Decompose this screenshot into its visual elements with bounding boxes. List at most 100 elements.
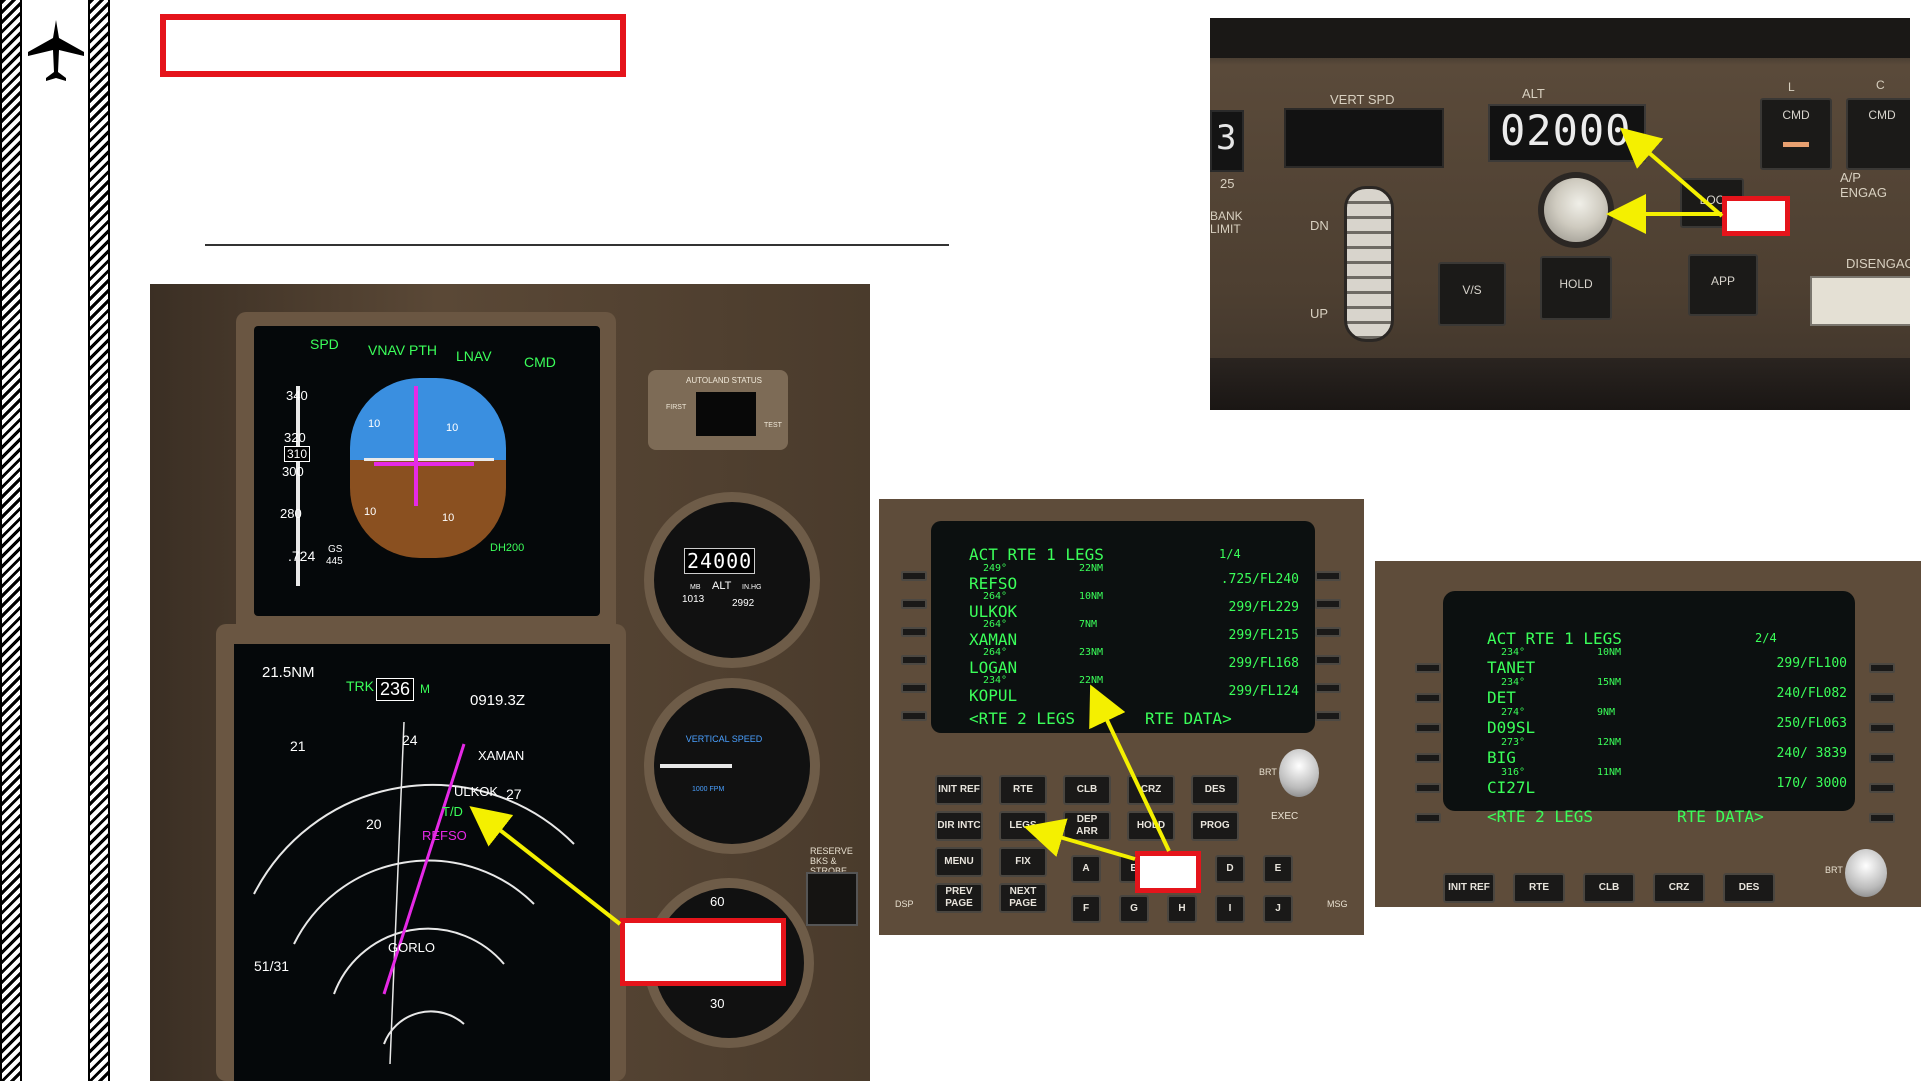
ap-disengage-bar[interactable]: [1810, 276, 1910, 326]
lsk-right-5[interactable]: [1315, 683, 1341, 693]
cdu-key[interactable]: RTE: [999, 775, 1047, 805]
cdu-key[interactable]: H: [1167, 895, 1197, 923]
cdu-leg-waypoint[interactable]: TANET: [1487, 658, 1536, 677]
lsk-right-3[interactable]: [1315, 627, 1341, 637]
lsk-left-2[interactable]: [901, 599, 927, 609]
cdu-key[interactable]: DES: [1723, 873, 1775, 903]
lsk-right-4[interactable]: [1869, 753, 1895, 763]
cdu2-page: 2/4: [1755, 631, 1777, 645]
lsk-left-5[interactable]: [901, 683, 927, 693]
cdu-key[interactable]: CLB: [1063, 775, 1111, 805]
cdu-leg-constraint[interactable]: 240/ 3839: [1776, 746, 1847, 761]
autoland-display: [696, 392, 756, 436]
cdu-leg-waypoint[interactable]: REFSO: [969, 574, 1018, 593]
nd-wpt-td: T/D: [442, 804, 463, 819]
cdu-key[interactable]: DES: [1191, 775, 1239, 805]
cdu-leg-waypoint[interactable]: ULKOK: [969, 602, 1018, 621]
reserve-switch[interactable]: [806, 872, 858, 926]
cdu-leg-course: 234°: [1501, 677, 1526, 688]
cdu-key[interactable]: D: [1215, 855, 1245, 883]
cdu2-footer-left[interactable]: <RTE 2 LEGS: [1487, 807, 1593, 826]
cdu-key[interactable]: DIR INTC: [935, 811, 983, 841]
cdu-key[interactable]: CRZ: [1127, 775, 1175, 805]
lsk-right-3[interactable]: [1869, 723, 1895, 733]
lsk-left-4[interactable]: [1415, 753, 1441, 763]
lsk-right-1[interactable]: [1315, 571, 1341, 581]
cdu-key[interactable]: A: [1071, 855, 1101, 883]
cdu-key[interactable]: INIT REF: [935, 775, 983, 805]
cdu-leg-constraint[interactable]: 299/FL100: [1776, 656, 1847, 671]
cdu-key[interactable]: G: [1119, 895, 1149, 923]
cdu-key[interactable]: RTE: [1513, 873, 1565, 903]
cdu1-brt-knob[interactable]: [1279, 749, 1319, 797]
cdu-leg-constraint[interactable]: 299/FL229: [1228, 600, 1299, 615]
lsk-left-1[interactable]: [1415, 663, 1441, 673]
cdu1-footer-left[interactable]: <RTE 2 LEGS: [969, 709, 1075, 728]
cdu2-footer-right[interactable]: RTE DATA>: [1677, 807, 1764, 826]
nd-compass-20: 20: [366, 816, 382, 832]
lsk-left-6[interactable]: [1415, 813, 1441, 823]
nd-wpt-gorlo: GORLO: [388, 940, 435, 955]
cdu-key[interactable]: E: [1263, 855, 1293, 883]
cdu2-brt-knob[interactable]: [1845, 849, 1887, 897]
cdu-key[interactable]: NEXT PAGE: [999, 883, 1047, 913]
cmd-c-button[interactable]: CMD: [1846, 98, 1910, 170]
cdu-key[interactable]: PREV PAGE: [935, 883, 983, 913]
cmd-l-button[interactable]: CMD: [1760, 98, 1832, 170]
lower-gauge-30: 30: [710, 996, 725, 1011]
cdu-key[interactable]: MENU: [935, 847, 983, 877]
cdu-leg-constraint[interactable]: 170/ 3000: [1776, 776, 1847, 791]
pfd-speed-current: 310: [284, 446, 311, 462]
lsk-left-3[interactable]: [1415, 723, 1441, 733]
lsk-right-4[interactable]: [1315, 655, 1341, 665]
cdu-leg-constraint[interactable]: 299/FL168: [1228, 656, 1299, 671]
cdu-key[interactable]: DEP ARR: [1063, 811, 1111, 841]
lsk-right-5[interactable]: [1869, 783, 1895, 793]
vs-button[interactable]: V/S: [1438, 262, 1506, 326]
cdu-leg-distance: 10NM: [1597, 647, 1622, 658]
cdu-key[interactable]: J: [1263, 895, 1293, 923]
lsk-right-1[interactable]: [1869, 663, 1895, 673]
lsk-right-2[interactable]: [1315, 599, 1341, 609]
cdu-leg-constraint[interactable]: 240/FL082: [1776, 686, 1847, 701]
cdu-key[interactable]: CLB: [1583, 873, 1635, 903]
pfd-dh: DH200: [490, 542, 525, 554]
alt-hold-button[interactable]: HOLD: [1540, 256, 1612, 320]
cdu-leg-waypoint[interactable]: BIG: [1487, 748, 1516, 767]
lsk-left-4[interactable]: [901, 655, 927, 665]
lsk-left-3[interactable]: [901, 627, 927, 637]
lsk-right-6[interactable]: [1315, 711, 1341, 721]
cmd-c-label: C: [1876, 78, 1885, 92]
cdu-key[interactable]: F: [1071, 895, 1101, 923]
cdu-leg-waypoint[interactable]: LOGAN: [969, 658, 1018, 677]
cdu-key[interactable]: CRZ: [1653, 873, 1705, 903]
lsk-right-6[interactable]: [1869, 813, 1895, 823]
app-button[interactable]: APP: [1688, 254, 1758, 316]
lsk-left-1[interactable]: [901, 571, 927, 581]
cdu-leg-course: 264°: [983, 619, 1008, 630]
pfd-gs-value: 445: [326, 556, 343, 567]
cdu-leg-constraint[interactable]: 250/FL063: [1776, 716, 1847, 731]
alt-knob[interactable]: [1544, 178, 1608, 242]
cdu-leg-waypoint[interactable]: CI27L: [1487, 778, 1536, 797]
cdu-leg-waypoint[interactable]: DET: [1487, 688, 1516, 707]
lsk-left-2[interactable]: [1415, 693, 1441, 703]
cdu2-title: ACT RTE 1 LEGS: [1487, 629, 1622, 648]
cdu-leg-waypoint[interactable]: D09SL: [1487, 718, 1536, 737]
cdu-leg-waypoint[interactable]: XAMAN: [969, 630, 1018, 649]
cdu-leg-waypoint[interactable]: KOPUL: [969, 686, 1018, 705]
cdu1-footer-right[interactable]: RTE DATA>: [1145, 709, 1232, 728]
cdu-key[interactable]: INIT REF: [1443, 873, 1495, 903]
pfd-mach: .724: [288, 548, 316, 564]
nd-wpt-ulkok: ULKOK: [454, 784, 499, 799]
lsk-left-5[interactable]: [1415, 783, 1441, 793]
lsk-right-2[interactable]: [1869, 693, 1895, 703]
cdu-leg-constraint[interactable]: .725/FL240: [1220, 572, 1299, 587]
cdu-leg-row: 264° 23NM LOGAN 299/FL168: [969, 647, 1299, 677]
vs-thumbwheel[interactable]: [1344, 186, 1394, 342]
cdu-leg-constraint[interactable]: 299/FL215: [1228, 628, 1299, 643]
lsk-left-6[interactable]: [901, 711, 927, 721]
cdu-key[interactable]: PROG: [1191, 811, 1239, 841]
cdu-leg-constraint[interactable]: 299/FL124: [1228, 684, 1299, 699]
cdu-key[interactable]: I: [1215, 895, 1245, 923]
